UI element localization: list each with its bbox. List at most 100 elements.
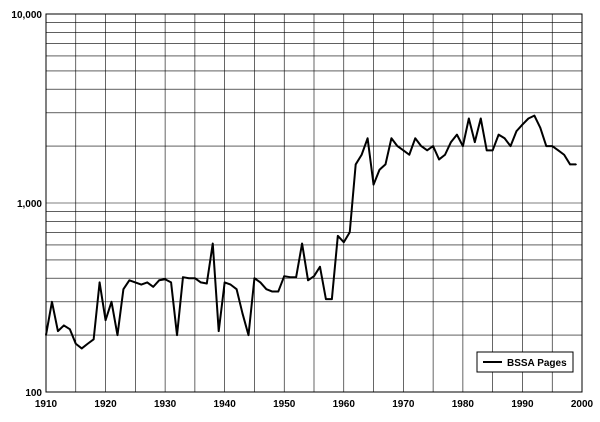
x-tick-label: 1970 (392, 399, 415, 410)
data-point (116, 334, 119, 336)
data-point (468, 117, 470, 120)
x-tick-label: 1920 (94, 399, 117, 410)
data-point (206, 282, 208, 285)
data-point (80, 347, 83, 350)
data-point (366, 137, 369, 140)
data-point (491, 149, 494, 152)
x-tick-label: 1910 (35, 399, 58, 410)
x-axis-tick-labels: 1910 1920 1930 1940 1950 1960 1970 1980 1990 2000 (35, 399, 594, 410)
data-point (444, 153, 446, 156)
data-point (92, 338, 95, 341)
data-point (515, 130, 518, 132)
data-point (479, 117, 482, 120)
data-point (474, 141, 476, 143)
data-point (521, 123, 524, 126)
x-tick-label: 1980 (452, 399, 475, 410)
data-point (307, 279, 309, 282)
data-point (342, 241, 345, 244)
data-point (569, 163, 571, 166)
y-axis-tick-labels: 100 1,000 10,000 (11, 10, 42, 399)
data-point (360, 153, 363, 156)
data-point (128, 279, 131, 282)
data-point (217, 330, 220, 332)
data-point (325, 298, 327, 300)
data-point (241, 312, 244, 315)
data-point (158, 279, 160, 282)
data-point (253, 277, 256, 280)
data-point (122, 288, 125, 290)
data-point (420, 145, 423, 147)
legend: BSSA Pages (476, 351, 574, 373)
x-tick-label: 1990 (511, 399, 534, 410)
data-point (229, 283, 232, 286)
x-tick-label: 1960 (333, 399, 356, 410)
data-point (503, 137, 506, 140)
x-tick-label: 1930 (154, 399, 177, 410)
data-point (378, 168, 381, 171)
data-point (301, 242, 303, 245)
data-point (98, 281, 101, 284)
data-point (509, 145, 512, 147)
data-point (104, 319, 107, 321)
data-point (200, 281, 202, 284)
data-point (545, 145, 548, 147)
data-point (69, 328, 71, 330)
data-point (438, 158, 440, 161)
data-point (337, 235, 339, 237)
data-point (426, 149, 428, 152)
data-point (319, 265, 321, 268)
data-point (485, 149, 488, 152)
x-tick-label: 1950 (273, 399, 296, 410)
data-points (45, 114, 577, 350)
data-point (271, 290, 274, 293)
data-point (223, 281, 226, 284)
data-point (170, 281, 172, 284)
data-point (277, 290, 280, 293)
data-point (211, 242, 214, 245)
x-tick-label: 1940 (214, 399, 237, 410)
data-point (164, 278, 166, 281)
data-point (533, 114, 536, 117)
data-point (551, 145, 554, 147)
data-point (390, 137, 393, 140)
data-point (176, 334, 178, 336)
data-point (331, 298, 333, 300)
data-point (372, 183, 375, 186)
data-point (140, 283, 143, 286)
data-point (462, 145, 464, 147)
data-point (134, 281, 137, 284)
legend-box (476, 351, 574, 373)
y-tick-label: 1,000 (17, 199, 42, 210)
data-point (51, 301, 53, 303)
data-point (247, 334, 250, 336)
data-point (563, 153, 565, 156)
data-point (348, 231, 351, 234)
data-point (45, 334, 47, 336)
plot-frame (45, 13, 583, 393)
data-point (235, 288, 238, 290)
data-point (408, 153, 411, 156)
data-point (63, 324, 65, 327)
data-point (188, 277, 190, 280)
data-point (295, 276, 297, 278)
data-point (402, 149, 405, 152)
data-point (396, 145, 399, 147)
data-point (414, 137, 417, 140)
data-point (456, 133, 458, 136)
data-point (557, 149, 559, 152)
series-line-bssa-pages (45, 114, 577, 350)
y-tick-label: 10,000 (11, 10, 42, 21)
data-point (57, 330, 59, 332)
data-point (74, 342, 77, 345)
data-point (575, 163, 577, 166)
data-point (289, 276, 291, 278)
legend-label: BSSA Pages (507, 358, 567, 369)
data-point (259, 281, 262, 284)
data-point (527, 117, 530, 120)
data-point (384, 163, 387, 166)
data-point (265, 288, 268, 290)
data-point (354, 163, 357, 166)
data-point (432, 145, 434, 147)
data-point (450, 141, 452, 143)
